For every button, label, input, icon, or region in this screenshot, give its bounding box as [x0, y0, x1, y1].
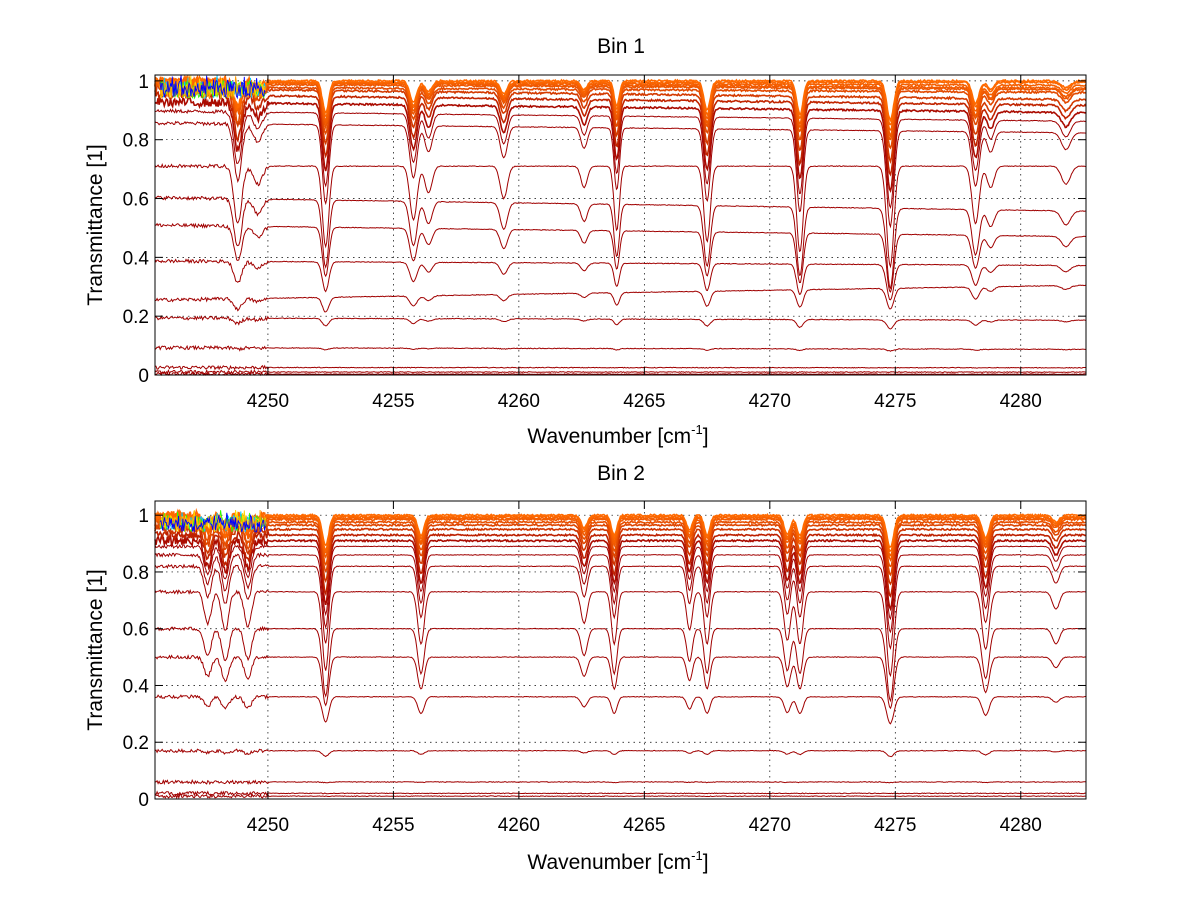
- y-tick-label: 0.8: [123, 563, 149, 584]
- spectrum-line: [154, 589, 1087, 678]
- spectrum-line: [154, 748, 1087, 758]
- x-tick-label: 4280: [1000, 391, 1042, 412]
- y-tick-label: 0: [138, 366, 149, 387]
- spectrum-line: [154, 694, 1086, 725]
- spectrum-line: [154, 528, 1087, 598]
- y-axis-label: Transmittance [1]: [84, 144, 107, 305]
- spectrum-line: [154, 790, 1087, 797]
- spectrum-line: [154, 195, 1087, 290]
- y-tick-label: 0.8: [123, 131, 149, 152]
- ticks: 4250 4255 4260 4265 4270 4275 4280 0 0.2 0.4 0.6 0.…: [123, 72, 1086, 412]
- y-tick-label: 0.4: [123, 248, 150, 269]
- spectrum-line: [154, 522, 1087, 586]
- spectrum-line: [154, 516, 1087, 568]
- y-tick-label: 0.2: [123, 307, 149, 328]
- spectrum-line: [154, 364, 1086, 371]
- x-tick-label: 4265: [623, 815, 665, 836]
- spectrum-line: [154, 314, 1087, 330]
- spectrum-line: [154, 563, 1087, 650]
- y-axis-label: Transmittance [1]: [84, 569, 107, 730]
- chart-title: Bin 2: [597, 462, 645, 485]
- x-tick-label: 4280: [1000, 815, 1042, 836]
- spectrum-line: [154, 793, 1086, 800]
- chart-title: Bin 1: [597, 35, 645, 58]
- spectrum-line: [154, 222, 1087, 293]
- noise-line: [159, 75, 266, 100]
- x-axis-label: Wavenumber [cm-1]: [527, 848, 708, 874]
- spectrum-line: [154, 507, 1087, 549]
- x-tick-label: 4270: [749, 815, 791, 836]
- x-tick-label: 4275: [874, 391, 916, 412]
- spectrum-line: [154, 625, 1087, 703]
- y-tick-label: 0.6: [123, 190, 149, 211]
- spectrum-line: [154, 654, 1087, 710]
- y-tick-label: 0.6: [123, 620, 149, 641]
- spectrum-line: [155, 284, 1087, 313]
- spectrum-line: [154, 120, 1087, 229]
- noise-line: [159, 78, 266, 100]
- axes-box: [154, 74, 1087, 376]
- x-tick-label: 4250: [247, 391, 289, 412]
- x-axis-label: Wavenumber [cm-1]: [527, 422, 708, 448]
- spectrum-line: [154, 258, 1087, 301]
- ticks: 4250 4255 4260 4265 4270 4275 4280 0 0.2 0.4 0.6 0.…: [123, 501, 1086, 836]
- noise-line: [159, 75, 266, 100]
- spectrum-line: [154, 163, 1087, 269]
- x-tick-label: 4260: [498, 815, 540, 836]
- x-tick-label: 4255: [372, 815, 414, 836]
- noise-line: [159, 512, 266, 533]
- y-tick-label: 0: [138, 790, 149, 811]
- spectrum-line: [154, 107, 1087, 210]
- spectrum-line: [154, 368, 1087, 375]
- x-tick-label: 4275: [874, 815, 916, 836]
- x-tick-label: 4255: [372, 391, 414, 412]
- y-tick-label: 1: [138, 72, 149, 93]
- y-tick-label: 1: [138, 506, 149, 527]
- spectrum-line: [154, 518, 1087, 577]
- spectrum-line: [154, 778, 1087, 786]
- x-tick-label: 4250: [247, 815, 289, 836]
- series-lines: [154, 74, 1087, 377]
- x-tick-label: 4260: [498, 391, 540, 412]
- spectrum-line: [154, 533, 1087, 612]
- series-lines: [154, 507, 1087, 800]
- spectrum-line: [154, 96, 1087, 193]
- x-tick-label: 4265: [623, 391, 665, 412]
- y-tick-label: 0.4: [123, 676, 150, 697]
- spectrum-line: [154, 552, 1087, 634]
- spectrum-line: [154, 88, 1087, 177]
- panel-bin-2: Bin 2 4250 4255 4260 4265 4270 4275 4280 0 0.2 0.…: [84, 462, 1087, 874]
- panel-bin-1: Bin 1 4250 4255 4260 4265 4270 4275 4280 0 0.2 0.…: [84, 35, 1087, 448]
- axes-box: [154, 500, 1087, 800]
- spectrum-line: [154, 371, 1087, 377]
- spectrum-line: [154, 74, 1087, 123]
- x-tick-label: 4270: [749, 391, 791, 412]
- spectrum-line: [154, 344, 1087, 352]
- spectrum-line: [154, 543, 1087, 621]
- y-tick-label: 0.2: [123, 733, 149, 754]
